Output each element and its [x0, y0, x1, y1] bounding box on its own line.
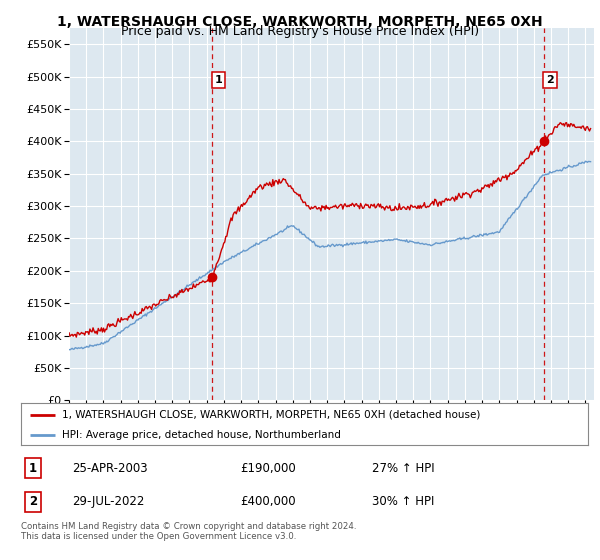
Text: Contains HM Land Registry data © Crown copyright and database right 2024.
This d: Contains HM Land Registry data © Crown c… [21, 522, 356, 542]
Text: £190,000: £190,000 [240, 462, 296, 475]
Text: HPI: Average price, detached house, Northumberland: HPI: Average price, detached house, Nort… [62, 430, 341, 440]
Text: 25-APR-2003: 25-APR-2003 [72, 462, 148, 475]
Text: 2: 2 [29, 495, 37, 508]
Text: 1, WATERSHAUGH CLOSE, WARKWORTH, MORPETH, NE65 0XH: 1, WATERSHAUGH CLOSE, WARKWORTH, MORPETH… [57, 15, 543, 29]
Text: 30% ↑ HPI: 30% ↑ HPI [372, 495, 434, 508]
Text: £400,000: £400,000 [240, 495, 296, 508]
Text: 1: 1 [215, 75, 223, 85]
Text: Price paid vs. HM Land Registry's House Price Index (HPI): Price paid vs. HM Land Registry's House … [121, 25, 479, 38]
Text: 1, WATERSHAUGH CLOSE, WARKWORTH, MORPETH, NE65 0XH (detached house): 1, WATERSHAUGH CLOSE, WARKWORTH, MORPETH… [62, 410, 480, 420]
Text: 29-JUL-2022: 29-JUL-2022 [72, 495, 145, 508]
Text: 2: 2 [546, 75, 554, 85]
Text: 1: 1 [29, 462, 37, 475]
Text: 27% ↑ HPI: 27% ↑ HPI [372, 462, 434, 475]
